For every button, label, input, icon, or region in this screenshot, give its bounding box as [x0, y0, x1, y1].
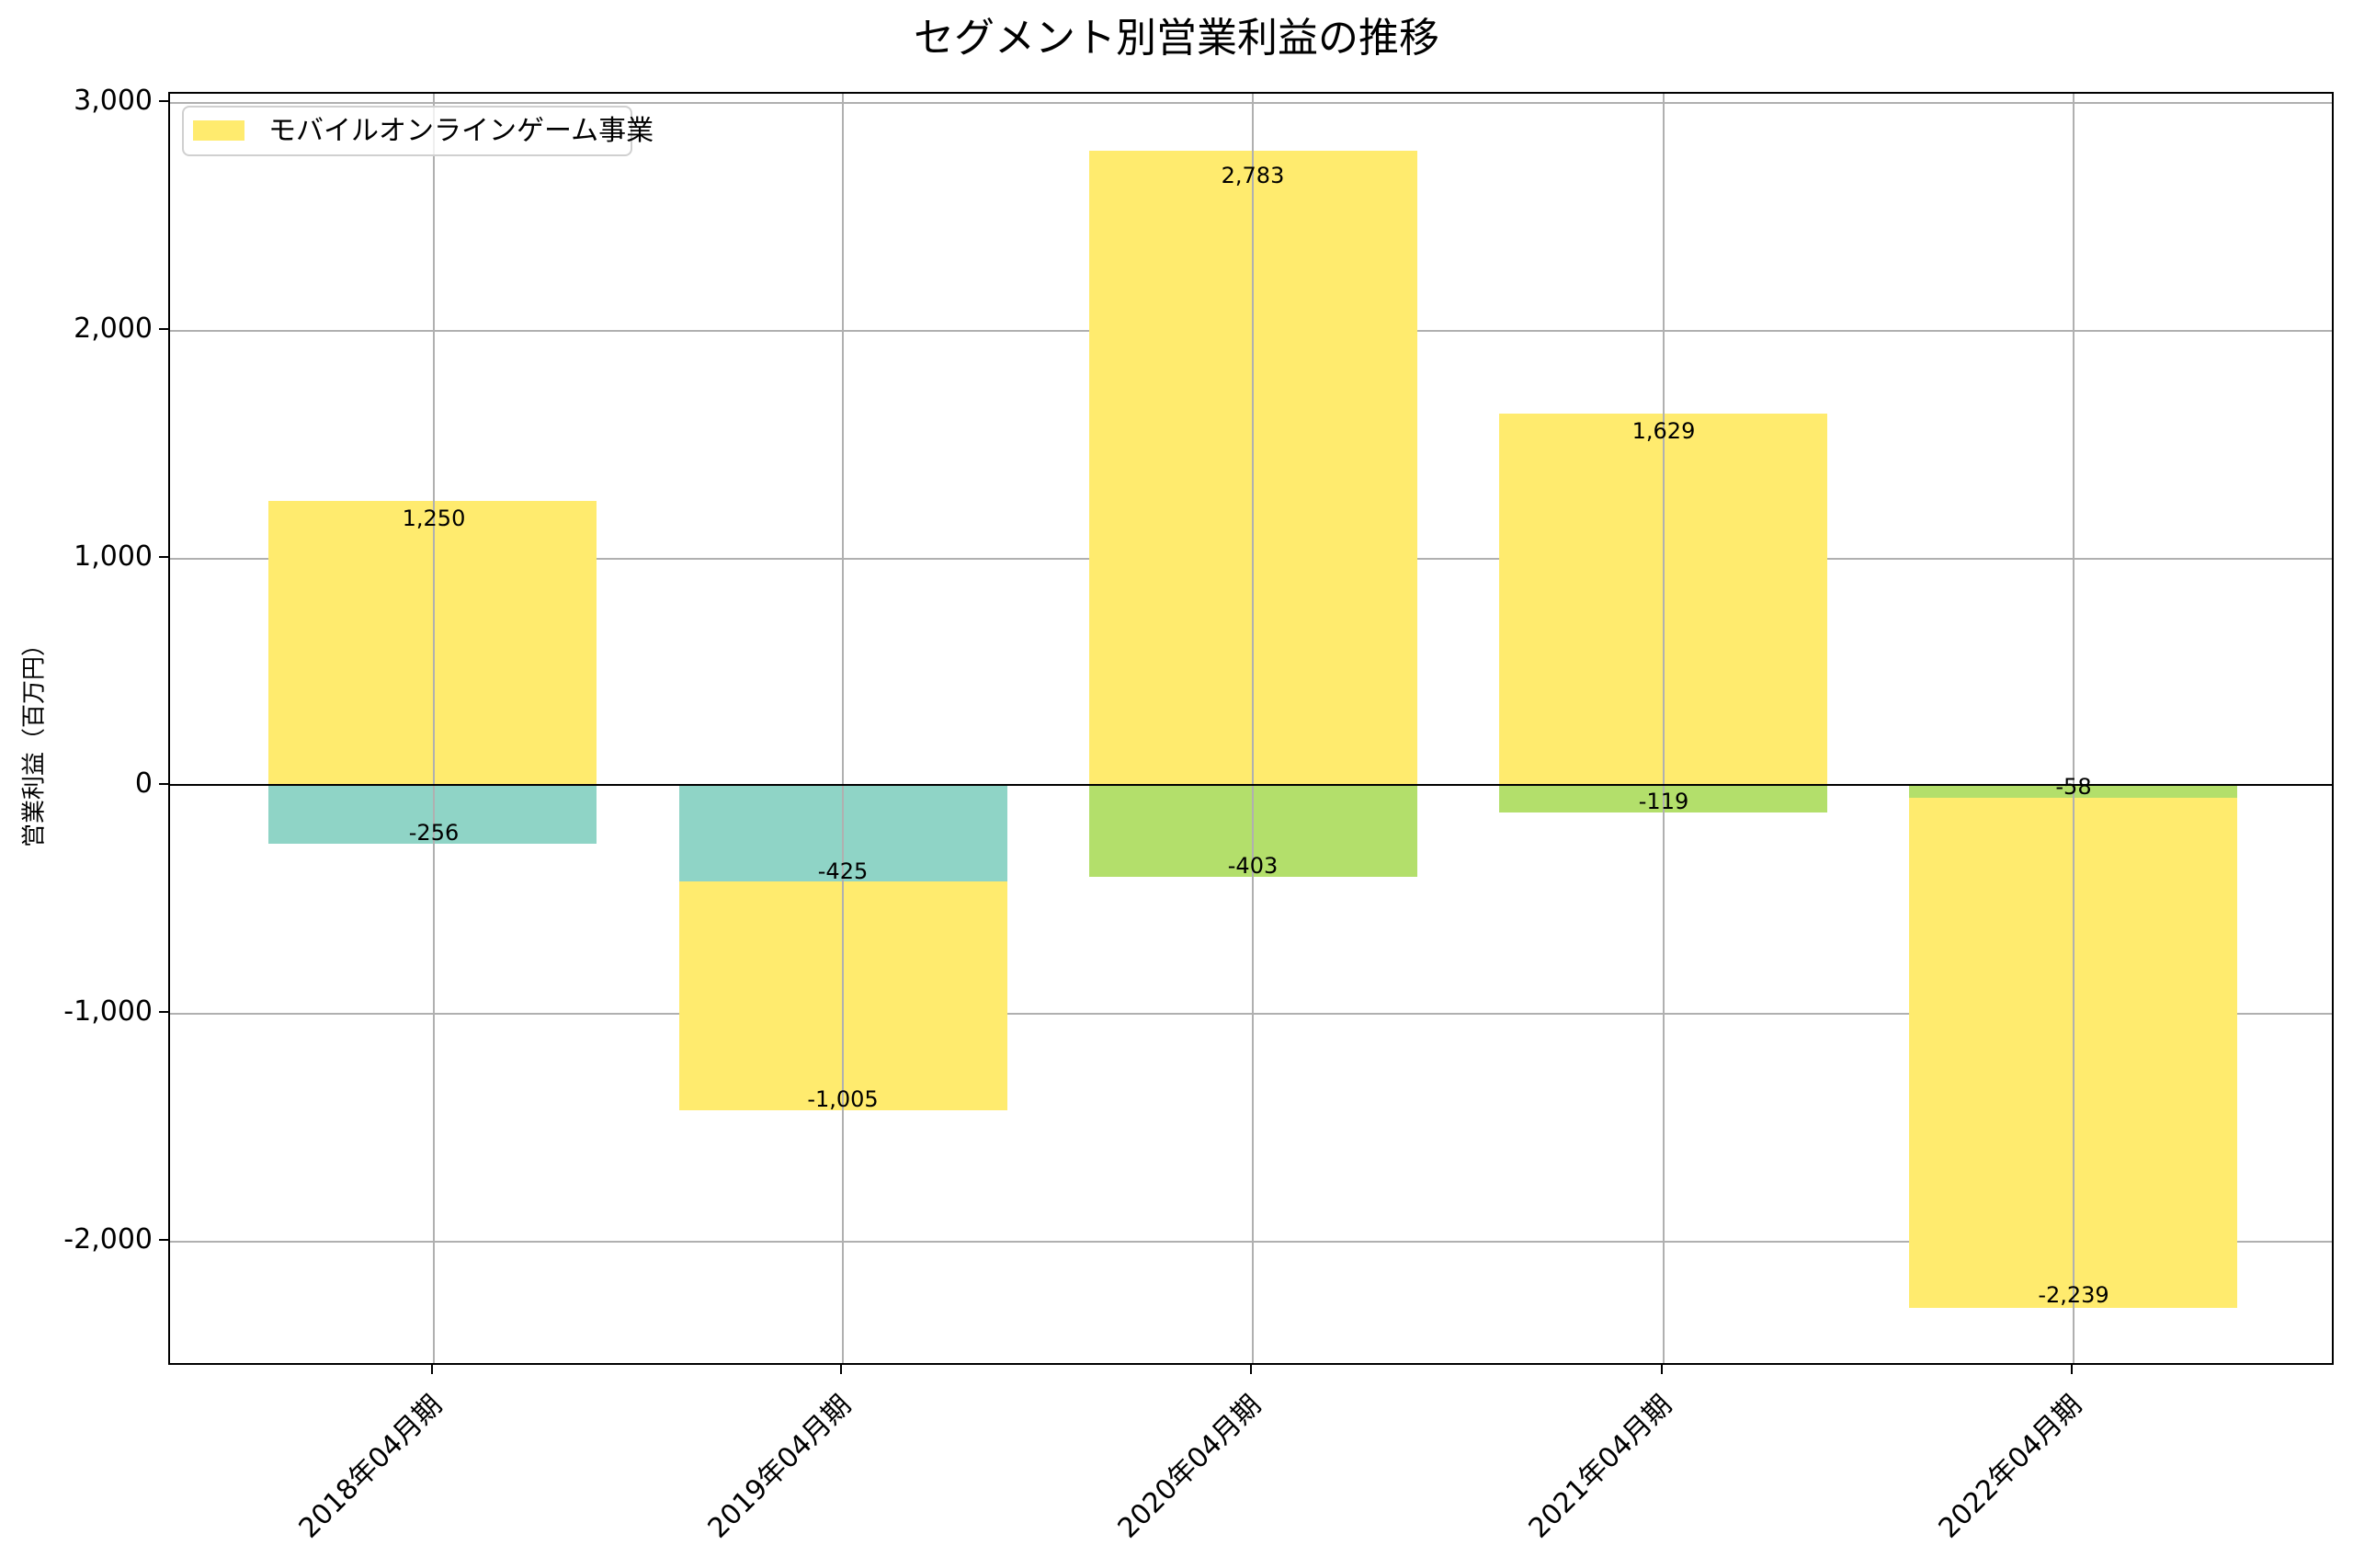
ytick-label: 2,000: [74, 312, 153, 345]
data-label: 2,783: [1221, 163, 1285, 188]
xtick: [431, 1365, 433, 1374]
ytick-label: 1,000: [74, 540, 153, 573]
gridline: [170, 1013, 2332, 1015]
data-label: -2,239: [2038, 1282, 2109, 1308]
ytick-label: 3,000: [74, 85, 153, 117]
data-label: -425: [817, 858, 869, 884]
ytick: [159, 1239, 168, 1241]
bar-segment-2018-mobile: [268, 501, 597, 785]
ytick-label: -1,000: [63, 995, 153, 1028]
gridline: [842, 94, 844, 1363]
xtick: [2071, 1365, 2073, 1374]
gridline: [170, 1241, 2332, 1243]
xtick-label: 2020年04月期: [1111, 1389, 1268, 1545]
data-label: -119: [1638, 789, 1689, 814]
xtick-label: 2022年04月期: [1932, 1389, 2089, 1545]
xtick-label: 2019年04月期: [701, 1389, 858, 1545]
gridline: [433, 94, 435, 1363]
ytick-label: -2,000: [63, 1223, 153, 1256]
ytick-label: 0: [134, 767, 153, 800]
y-axis-label: 営業利益（百万円）: [20, 631, 49, 848]
xtick: [1661, 1365, 1663, 1374]
gridline: [1252, 94, 1254, 1363]
gridline: [170, 102, 2332, 104]
ytick: [159, 100, 168, 102]
data-label: 1,629: [1631, 418, 1696, 444]
xtick-label: 2018年04月期: [292, 1389, 449, 1545]
xtick: [1250, 1365, 1252, 1374]
legend-label: モバイルオンラインゲーム事業: [268, 115, 654, 147]
legend: モバイルオンラインゲーム事業: [182, 106, 654, 156]
data-label: -58: [2055, 774, 2092, 800]
xtick: [840, 1365, 842, 1374]
ytick: [159, 556, 168, 558]
data-label: 1,250: [402, 506, 466, 531]
ytick: [159, 328, 168, 330]
chart-title: セグメント別営業利益の推移: [914, 15, 1439, 62]
zero-line: [170, 784, 2332, 786]
data-label: -256: [408, 820, 460, 846]
gridline: [2073, 94, 2075, 1363]
ytick: [159, 1011, 168, 1013]
ytick: [159, 783, 168, 785]
data-label: -403: [1227, 853, 1279, 879]
gridline: [1663, 94, 1665, 1363]
bar-segment-2018-other: [268, 785, 597, 844]
plot-area: 1,250 -256 -425 -1,005 2,783 -403 1,629 …: [168, 92, 2334, 1365]
xtick-label: 2021年04月期: [1522, 1389, 1679, 1545]
legend-swatch: [193, 120, 244, 141]
data-label: -1,005: [807, 1086, 879, 1112]
